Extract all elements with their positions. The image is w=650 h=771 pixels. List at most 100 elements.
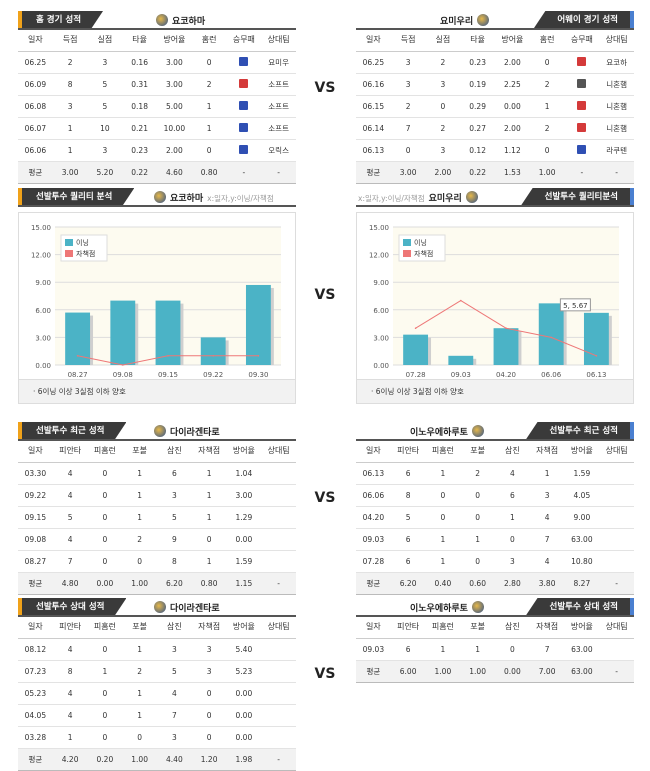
column-header: 승무패	[226, 29, 262, 52]
average-cell: 7.00	[529, 660, 565, 683]
table-cell: 0	[460, 506, 495, 529]
average-cell: 63.00	[564, 660, 600, 683]
table-cell: 0	[87, 484, 123, 507]
column-header: 피홈런	[87, 440, 123, 463]
home-record-title: 홈 경기 성적	[18, 11, 103, 29]
quality-right-title: 선발투수 퀄리티분석	[520, 188, 634, 206]
table-cell: 0.16	[122, 51, 157, 74]
win-marker-icon	[577, 145, 587, 154]
table-cell: 06.14	[356, 117, 391, 140]
x-tick-label: 09.22	[203, 371, 223, 379]
table-cell: 1.59	[564, 462, 600, 485]
x-tick-label: 09.30	[248, 371, 268, 379]
table-cell: 0	[87, 462, 123, 485]
table-cell: 0.27	[460, 117, 495, 140]
y-tick-label: 12.00	[31, 252, 51, 260]
vsteam-right-pitcher: 이노우에하루토	[410, 601, 484, 614]
table-cell: 10.80	[564, 550, 600, 573]
table-cell: 0	[191, 139, 227, 162]
table-cell: 09.03	[356, 638, 391, 661]
y-tick-label: 0.00	[373, 362, 389, 370]
table-cell: 0	[495, 528, 530, 551]
column-header: 피홈런	[87, 616, 123, 639]
table-cell	[261, 638, 296, 661]
table-cell: 니혼햄	[599, 95, 634, 118]
table-cell	[564, 51, 600, 74]
quality-left-footnote: · 6이닝 이상 3실점 이하 양호	[18, 380, 296, 404]
average-cell: 1.53	[495, 161, 530, 184]
x-tick-label: 06.13	[586, 371, 606, 379]
table-cell: 3	[157, 484, 192, 507]
average-cell: 6.20	[390, 572, 426, 595]
column-header: 일자	[18, 440, 53, 463]
column-header: 상대팀	[261, 616, 296, 639]
average-cell: 6.00	[390, 660, 426, 683]
table-cell: 0	[425, 506, 461, 529]
line-segment	[122, 355, 169, 366]
line-point	[550, 336, 552, 339]
column-header: 득점	[52, 29, 88, 52]
column-header: 피안타	[52, 616, 88, 639]
table-cell	[599, 484, 634, 507]
line-segment	[415, 300, 462, 329]
table-cell: 1	[460, 638, 495, 661]
average-cell: -	[599, 660, 634, 683]
table-cell: 03.28	[18, 726, 53, 749]
value-callout: 5, 5.67	[559, 298, 591, 312]
recent-right-title: 선발투수 최근 성적	[525, 422, 634, 440]
table-cell	[261, 484, 296, 507]
table-cell: 06.09	[18, 73, 53, 96]
table-cell: 5	[390, 506, 426, 529]
table-cell: 5	[87, 73, 123, 96]
column-header: 홈런	[529, 29, 565, 52]
average-cell: 4.60	[157, 161, 192, 184]
average-cell: 0.80	[191, 161, 227, 184]
table-cell: 0.00	[226, 528, 262, 551]
away-record-panel: 요미우리 어웨이 경기 성적 일자 득점 실점 타율 방어율 홈런 승무패 상대팀 06.25 3…	[356, 10, 634, 184]
table-cell: 0.31	[122, 73, 157, 96]
y-tick-label: 3.00	[35, 334, 51, 342]
table-cell: 6	[495, 484, 530, 507]
table-header-row: 일자 피안타 피홈런 포볼 삼진 자책점 방어율 상대팀	[18, 440, 296, 463]
y-tick-label: 0.00	[35, 362, 51, 370]
average-cell: 6.20	[157, 572, 192, 595]
table-cell: 06.13	[356, 462, 391, 485]
win-marker-icon	[239, 123, 249, 132]
column-header: 피안타	[390, 440, 426, 463]
column-header: 자책점	[191, 440, 227, 463]
table-cell	[599, 506, 634, 529]
line-segment	[460, 300, 507, 329]
table-cell: 0.18	[122, 95, 157, 118]
vsteam-left-table: 일자 피안타 피홈런 포볼 삼진 자책점 방어율 상대팀 08.12 4 0 1 3 3 5.40 07.23…	[18, 616, 296, 771]
bar	[245, 284, 271, 365]
away-team-name: 요미우리	[440, 14, 490, 27]
table-cell: 08.12	[18, 638, 53, 661]
average-cell: 평균	[356, 660, 391, 683]
table-cell: 1	[122, 682, 157, 705]
table-cell: 1	[52, 117, 88, 140]
table-cell: 0.29	[460, 95, 495, 118]
table-cell: 소프트	[261, 117, 296, 140]
table-cell: 1	[122, 484, 157, 507]
table-cell: 0	[87, 682, 123, 705]
table-cell: 2.25	[495, 73, 530, 96]
average-cell: 2.00	[425, 161, 461, 184]
table-cell: 2	[191, 73, 227, 96]
table-cell: 1	[122, 704, 157, 727]
column-header: 방어율	[564, 616, 600, 639]
average-cell: 4.20	[52, 748, 88, 771]
table-cell: 1.29	[226, 506, 262, 529]
column-header: 실점	[87, 29, 123, 52]
table-cell: 4	[495, 462, 530, 485]
table-cell: 2	[529, 117, 565, 140]
table-cell: 1	[191, 462, 227, 485]
line-segment	[505, 327, 552, 338]
table-cell: 06.08	[18, 95, 53, 118]
y-tick-label: 15.00	[31, 224, 51, 232]
quality-right-chart: 0.00 3.00 6.00 9.00 12.00 15.00 07.28 09.03 04.2…	[356, 212, 634, 380]
vsteam-left-title: 선발투수 상대 성적	[18, 598, 126, 616]
team-logo-icon	[154, 425, 166, 437]
vs-label: VS	[314, 666, 336, 682]
table-cell: 8	[390, 484, 426, 507]
average-cell: 평균	[18, 572, 53, 595]
